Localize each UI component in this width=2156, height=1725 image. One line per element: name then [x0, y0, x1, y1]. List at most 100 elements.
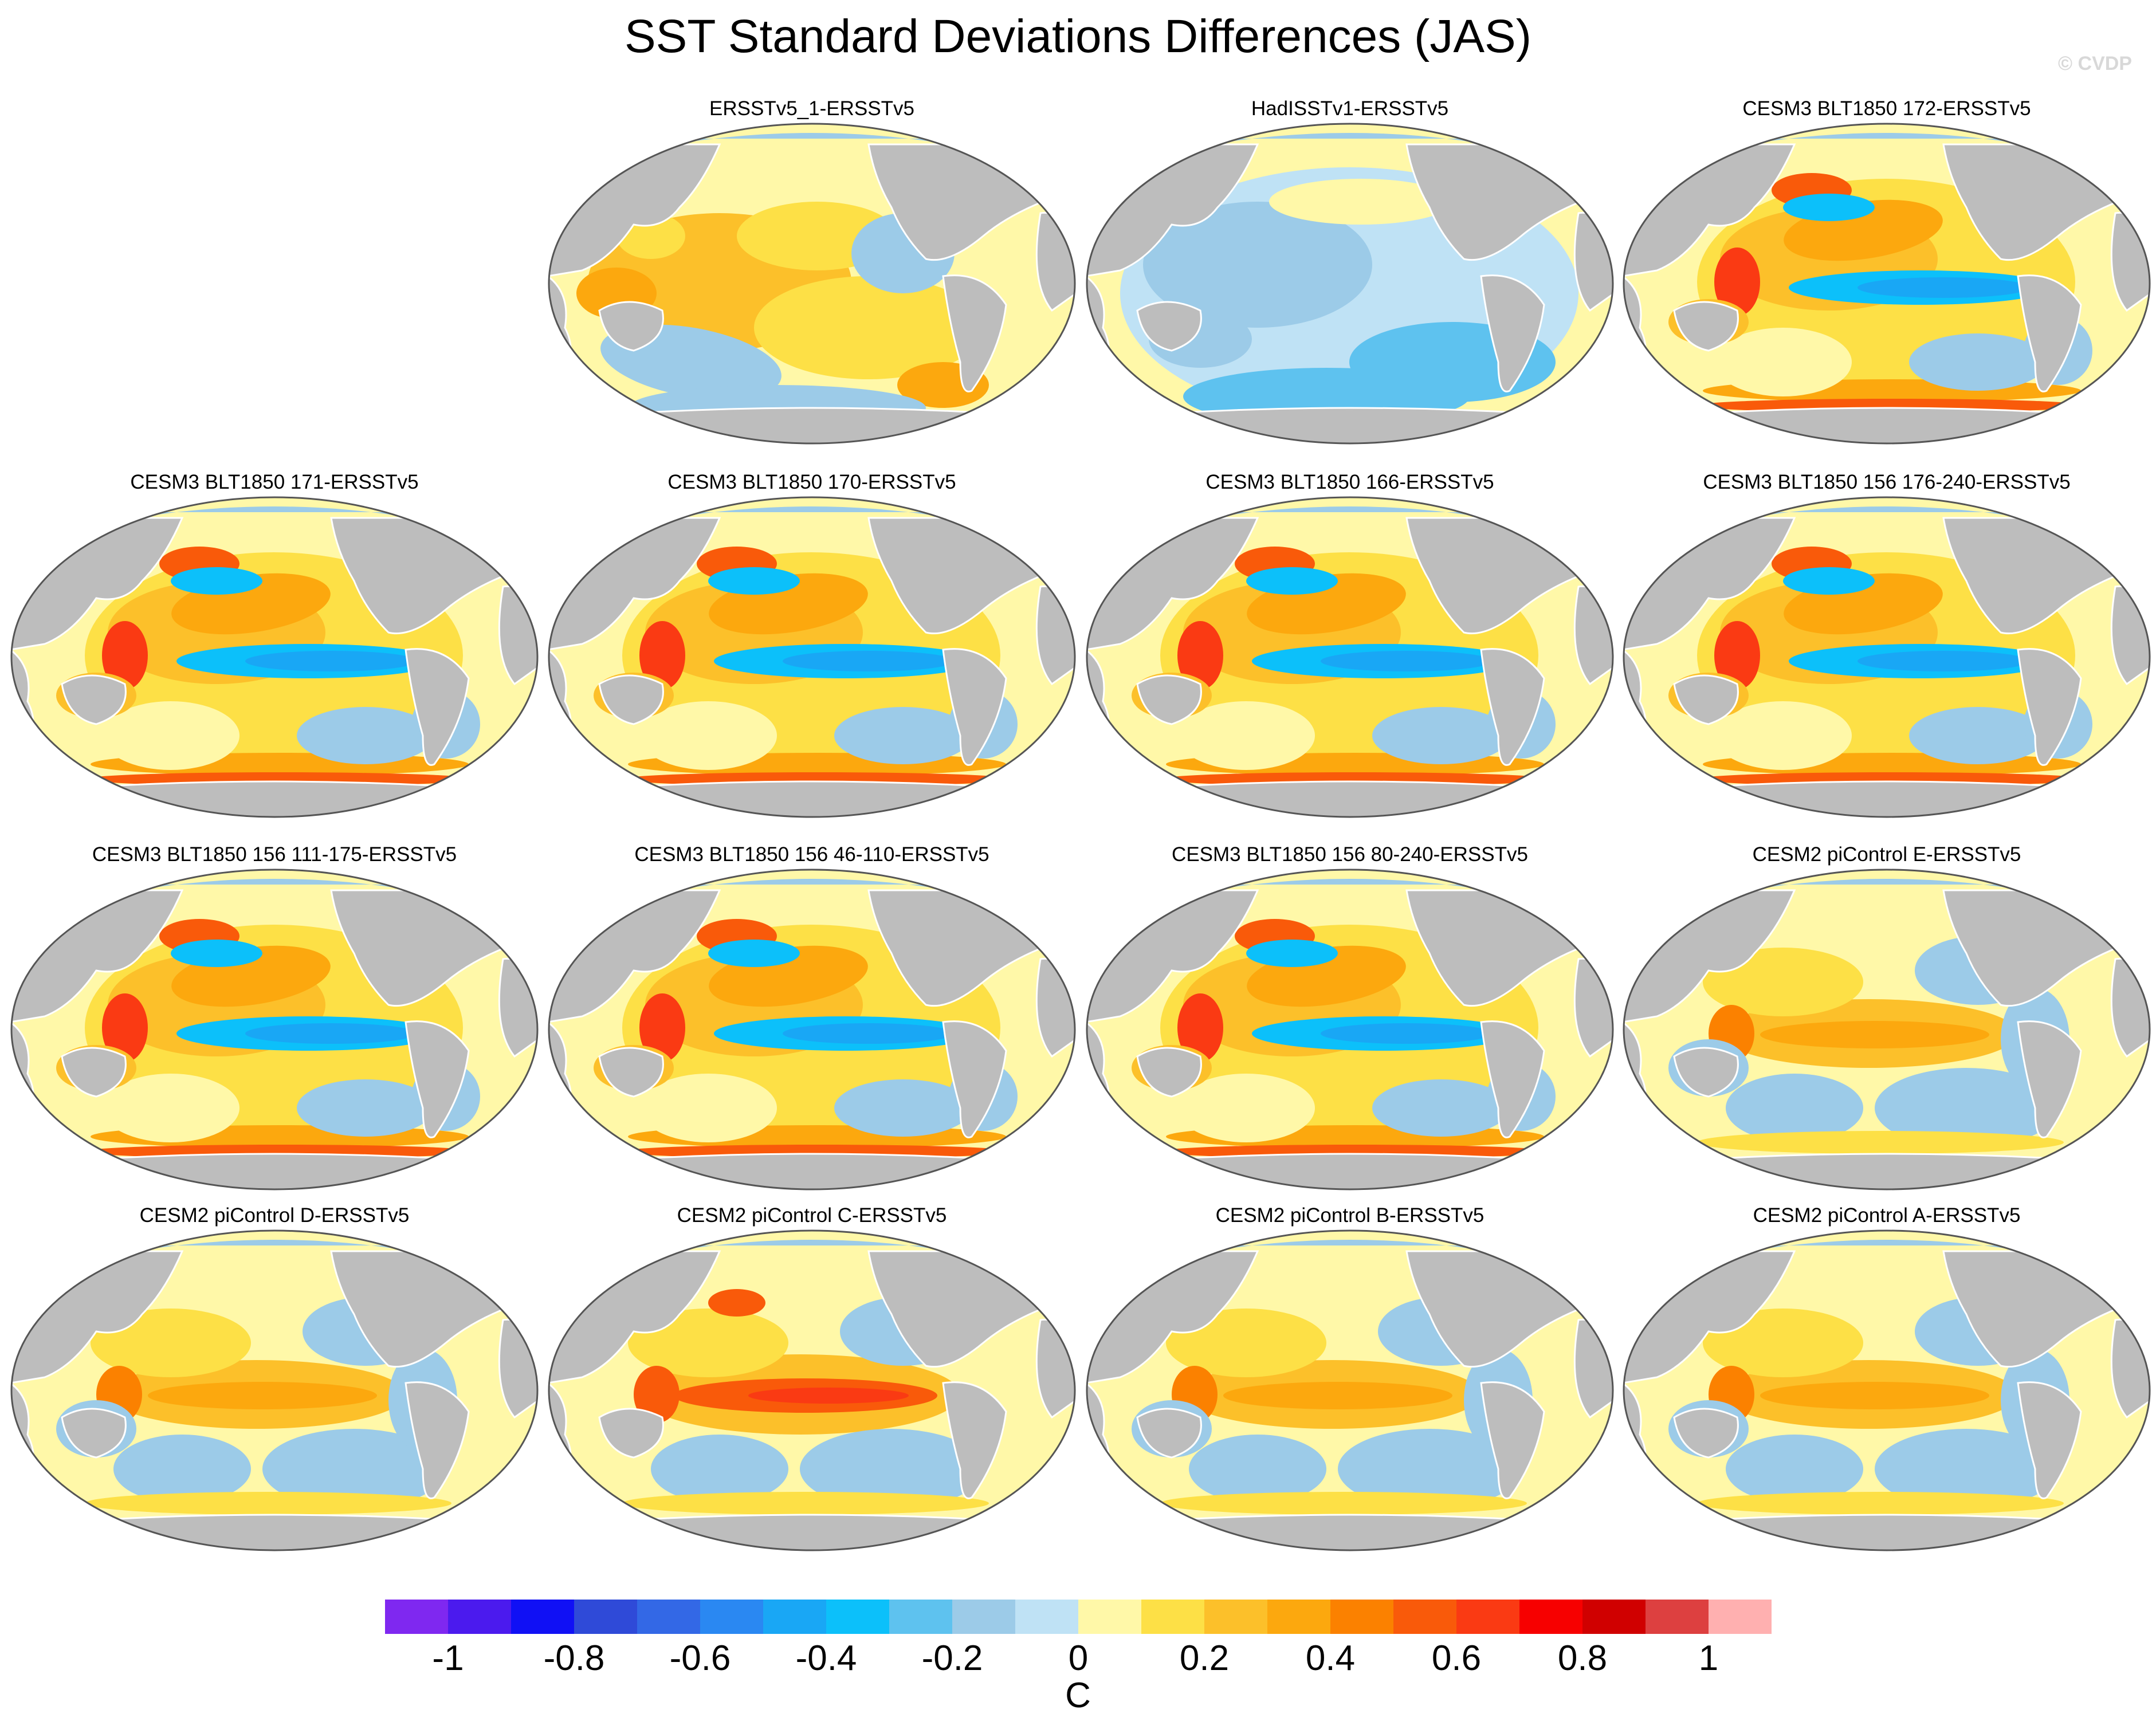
world-map: [1086, 869, 1614, 1190]
map-border: [1623, 869, 2151, 1190]
colorbar-swatch: [1078, 1600, 1142, 1634]
anomaly-region: [1909, 707, 2047, 764]
anomaly-region: [639, 701, 777, 770]
land-antarctica: [1087, 407, 1613, 443]
land-south-america: [405, 1020, 470, 1138]
arctic-band: [1154, 1240, 1544, 1263]
land-south-america: [2017, 1381, 2082, 1499]
land-australia: [1136, 1408, 1202, 1459]
colorbar-tick-label: 1: [1698, 1638, 1719, 1678]
panel-title: CESM3 BLT1850 156 80-240-ERSSTv5: [1172, 843, 1528, 866]
anomaly-region: [1321, 1023, 1493, 1044]
arctic-band: [1691, 506, 2081, 529]
map-panel: CESM2 piControl A-ERSSTv5: [1623, 1203, 2151, 1553]
panel-title: CESM3 BLT1850 166-ERSSTv5: [1205, 471, 1494, 493]
anomaly-region: [102, 993, 148, 1062]
anomaly-region: [1875, 1068, 2058, 1148]
world-map: [1623, 869, 2151, 1190]
world-map: [10, 496, 539, 818]
anomaly-region: [1177, 1074, 1315, 1142]
colorbar-swatch: [637, 1600, 701, 1634]
colorbar-tick-label: 0.2: [1179, 1638, 1230, 1678]
colorbar-tick-label: 0.4: [1305, 1638, 1356, 1678]
anomaly-region: [1783, 567, 1875, 595]
anomaly-region: [708, 940, 800, 967]
anomaly-region: [297, 1079, 434, 1137]
colorbar-tick-label: 0.8: [1557, 1638, 1608, 1678]
map-border: [1086, 869, 1614, 1190]
land-south-america: [1480, 1020, 1545, 1138]
arctic-band: [1154, 133, 1544, 156]
panel-title: CESM3 BLT1850 156 176-240-ERSSTv5: [1703, 471, 2071, 493]
land-africa-west: [498, 585, 537, 686]
arctic-band: [79, 879, 469, 902]
land-south-america: [2017, 648, 2082, 766]
colorbar: [385, 1600, 1772, 1634]
land-africa-west: [1035, 957, 1075, 1058]
world-map: [1623, 496, 2151, 818]
arctic-band: [1691, 133, 2081, 156]
land-antarctica: [1624, 1514, 2150, 1550]
colorbar-tick-label: -0.8: [543, 1638, 605, 1678]
colorbar-swatch: [826, 1600, 890, 1634]
land-antarctica: [1624, 407, 2150, 443]
map-content: [11, 1231, 537, 1550]
land-africa-west: [2110, 1318, 2150, 1419]
panel-title: CESM2 piControl A-ERSSTv5: [1753, 1204, 2021, 1227]
world-map: [10, 869, 539, 1190]
land-south-america: [942, 1020, 1007, 1138]
land-south-america: [942, 648, 1007, 766]
map-panel: CESM2 piControl C-ERSSTv5: [548, 1203, 1076, 1553]
colorbar-tick-label: 0: [1068, 1638, 1089, 1678]
anomaly-region: [834, 707, 972, 764]
land-australia: [61, 674, 127, 725]
map-content: [11, 870, 537, 1189]
colorbar-swatch: [1456, 1600, 1520, 1634]
map-border: [548, 496, 1076, 818]
land-africa-west: [498, 957, 537, 1058]
anomaly-region: [634, 1366, 680, 1423]
land-antarctica: [549, 1514, 1075, 1550]
anomaly-region: [1697, 1492, 2064, 1515]
anomaly-region: [297, 707, 434, 764]
map-border: [1086, 496, 1614, 818]
map-border: [1623, 1229, 2151, 1551]
arctic-band: [1154, 506, 1544, 529]
colorbar-unit: C: [1065, 1676, 1091, 1715]
anomaly-region: [102, 1074, 239, 1142]
arctic-band: [79, 1240, 469, 1263]
anomaly-region: [171, 567, 262, 595]
anomaly-region: [1909, 333, 2047, 391]
copyright-watermark: © CVDP: [2058, 53, 2132, 74]
land-south-america: [2017, 1020, 2082, 1138]
land-africa-west: [1573, 957, 1613, 1058]
land-antarctica: [11, 1153, 537, 1189]
anomaly-region: [1372, 1079, 1510, 1137]
map-panel: ERSSTv5_1-ERSSTv5: [548, 96, 1076, 446]
anomaly-region: [1160, 1492, 1527, 1515]
panel-title: CESM2 piControl C-ERSSTv5: [677, 1204, 947, 1227]
colorbar-swatch: [889, 1600, 953, 1634]
panel-title: CESM2 piControl D-ERSSTv5: [139, 1204, 410, 1227]
panel-title: CESM3 BLT1850 156 46-110-ERSSTv5: [634, 843, 989, 866]
anomaly-region: [102, 701, 239, 770]
colorbar-swatch: [1519, 1600, 1583, 1634]
anomaly-region: [85, 1492, 451, 1515]
anomaly-region: [113, 1435, 251, 1503]
colorbar-swatch: [763, 1600, 827, 1634]
anomaly-region: [748, 1388, 909, 1404]
land-australia: [598, 1408, 664, 1459]
land-antarctica: [1087, 1153, 1613, 1189]
world-map: [1623, 1229, 2151, 1551]
anomaly-region: [1714, 621, 1760, 690]
anomaly-region: [1372, 707, 1510, 764]
anomaly-region: [245, 651, 417, 671]
map-panel: CESM3 BLT1850 172-ERSSTv5: [1623, 96, 2151, 446]
map-content: [1624, 870, 2150, 1189]
colorbar-swatch: [385, 1600, 449, 1634]
land-south-america: [1480, 648, 1545, 766]
anomaly-region: [1246, 567, 1338, 595]
world-map: [1086, 496, 1614, 818]
anomaly-region: [1714, 247, 1760, 316]
anomaly-region: [1726, 1074, 1863, 1142]
